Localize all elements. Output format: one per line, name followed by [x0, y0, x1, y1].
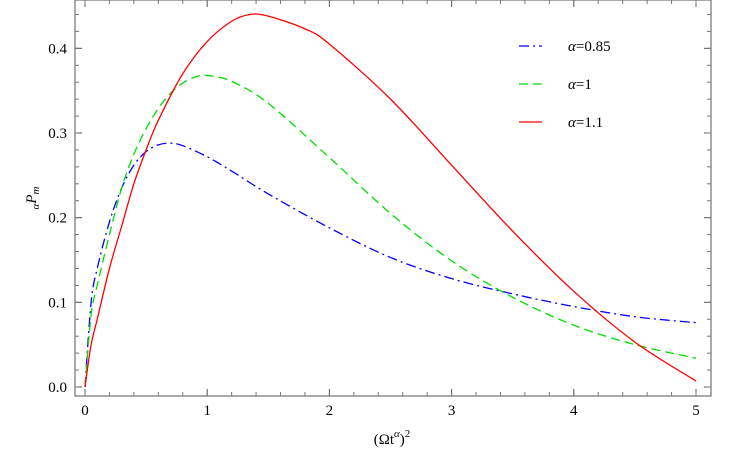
x-axis-label-base: (Ωt	[374, 432, 395, 448]
plot-frame	[74, 0, 712, 397]
legend-label-2: α=1	[568, 77, 592, 93]
series-line-2	[84, 74, 697, 388]
y-axis-label-main: P	[24, 195, 40, 205]
series-layer	[84, 13, 697, 388]
legend-label-3: α=1.1	[568, 115, 603, 131]
tick-labels: 0 1 2 3 4 5 0.0 0.1 0.2 0.3 0.4	[48, 41, 700, 419]
x-tick-label: 1	[203, 403, 211, 419]
y-tick-label: 0.4	[48, 41, 67, 57]
y-axis-label-main-sub: m	[30, 187, 42, 195]
x-tick-label: 2	[326, 403, 334, 419]
y-axis-label: αPm	[24, 187, 42, 210]
x-axis-label-close: )	[400, 432, 405, 448]
x-tick-label: 0	[81, 403, 89, 419]
y-tick-label: 0.1	[48, 295, 67, 311]
y-tick-label: 0.0	[48, 380, 67, 396]
legend-label-1: α=0.85	[568, 39, 611, 55]
series-line-3	[84, 13, 697, 388]
series-line-1	[84, 142, 697, 388]
x-tick-label: 5	[692, 403, 700, 419]
legend: α=0.85 α=1 α=1.1	[519, 39, 611, 131]
x-tick-label: 3	[448, 403, 456, 419]
tick-marks	[75, 0, 711, 396]
x-axis-label: (Ωtα)2	[374, 428, 411, 448]
x-axis-label-power: 2	[405, 428, 411, 440]
x-tick-label: 4	[570, 403, 578, 419]
y-axis-label-sub: α	[30, 203, 42, 209]
x-axis-label-sup: α	[394, 428, 400, 440]
y-tick-label: 0.2	[48, 211, 67, 227]
y-tick-label: 0.3	[48, 126, 67, 142]
